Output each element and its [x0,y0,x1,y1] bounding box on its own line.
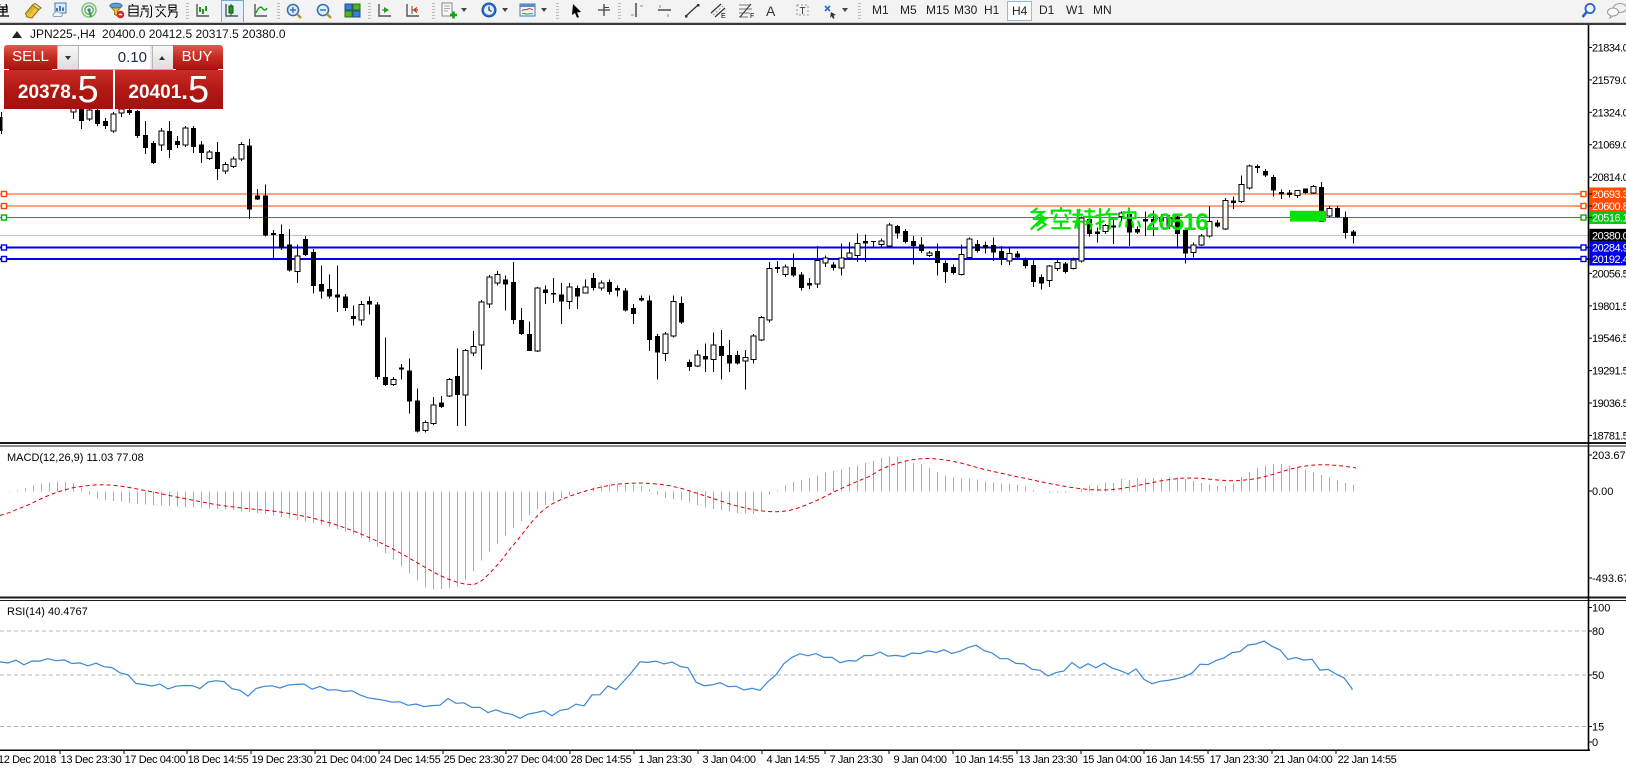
svg-text:3 Jan 04:00: 3 Jan 04:00 [702,754,755,766]
svg-text:80: 80 [1592,626,1604,638]
svg-text:1 Jan 23:30: 1 Jan 23:30 [638,754,691,766]
svg-text:7 Jan 23:30: 7 Jan 23:30 [829,754,882,766]
svg-text:19036.5: 19036.5 [1592,398,1626,410]
svg-text:21579.0: 21579.0 [1592,75,1626,87]
svg-text:19291.5: 19291.5 [1592,366,1626,378]
svg-text:13 Dec 23:30: 13 Dec 23:30 [61,754,122,766]
svg-text:RSI(14) 40.4767: RSI(14) 40.4767 [7,606,88,618]
svg-text:12 Dec 2018: 12 Dec 2018 [0,754,56,766]
svg-text:203.67: 203.67 [1592,450,1626,462]
svg-text:18781.5: 18781.5 [1592,430,1626,442]
svg-text:28 Dec 14:55: 28 Dec 14:55 [571,754,632,766]
svg-text:21324.0: 21324.0 [1592,107,1626,119]
svg-text:20284.9: 20284.9 [1592,243,1626,255]
svg-text:MACD(12,26,9) 11.03 77.08: MACD(12,26,9) 11.03 77.08 [7,452,144,464]
svg-text:17 Dec 04:00: 17 Dec 04:00 [125,754,186,766]
svg-text:F: F [750,13,754,20]
svg-text:25 Dec 23:30: 25 Dec 23:30 [444,754,505,766]
svg-text:0: 0 [1592,737,1598,749]
svg-text:20516: 20516 [1146,209,1208,236]
svg-text:27 Dec 04:00: 27 Dec 04:00 [507,754,568,766]
svg-text:E: E [721,13,726,20]
svg-text:4 Jan 14:55: 4 Jan 14:55 [766,754,819,766]
svg-text:9 Jan 04:00: 9 Jan 04:00 [893,754,946,766]
svg-text:20192.4: 20192.4 [1592,254,1626,266]
svg-text:22 Jan 14:55: 22 Jan 14:55 [1338,754,1397,766]
svg-text:15 Jan 04:00: 15 Jan 04:00 [1083,754,1142,766]
svg-text:19546.5: 19546.5 [1592,333,1626,345]
svg-text:50: 50 [1592,670,1604,682]
svg-text:20693.3: 20693.3 [1592,189,1626,201]
svg-text:19801.5: 19801.5 [1592,301,1626,313]
svg-text:21 Dec 04:00: 21 Dec 04:00 [316,754,377,766]
svg-text:21834.0: 21834.0 [1592,43,1626,55]
svg-text:T: T [800,6,806,17]
svg-text:16 Jan 14:55: 16 Jan 14:55 [1146,754,1205,766]
svg-text:13 Jan 23:30: 13 Jan 23:30 [1019,754,1078,766]
svg-text:19 Dec 23:30: 19 Dec 23:30 [252,754,313,766]
svg-text:17 Jan 23:30: 17 Jan 23:30 [1210,754,1269,766]
svg-text:-493.67: -493.67 [1592,573,1626,585]
svg-text:20814.0: 20814.0 [1592,172,1626,184]
svg-text:20056.5: 20056.5 [1592,268,1626,280]
svg-text:10 Jan 14:55: 10 Jan 14:55 [955,754,1014,766]
svg-text:15: 15 [1592,722,1604,734]
svg-text:20380.0: 20380.0 [1592,230,1626,242]
svg-text:21069.0: 21069.0 [1592,140,1626,152]
svg-text:0.00: 0.00 [1592,486,1613,498]
svg-text:20516.1: 20516.1 [1592,213,1626,225]
svg-text:24 Dec 14:55: 24 Dec 14:55 [380,754,441,766]
svg-text:21 Jan 04:00: 21 Jan 04:00 [1274,754,1333,766]
svg-text:18 Dec 14:55: 18 Dec 14:55 [188,754,249,766]
svg-text:20600.8: 20600.8 [1592,201,1626,213]
svg-text:100: 100 [1592,603,1610,615]
